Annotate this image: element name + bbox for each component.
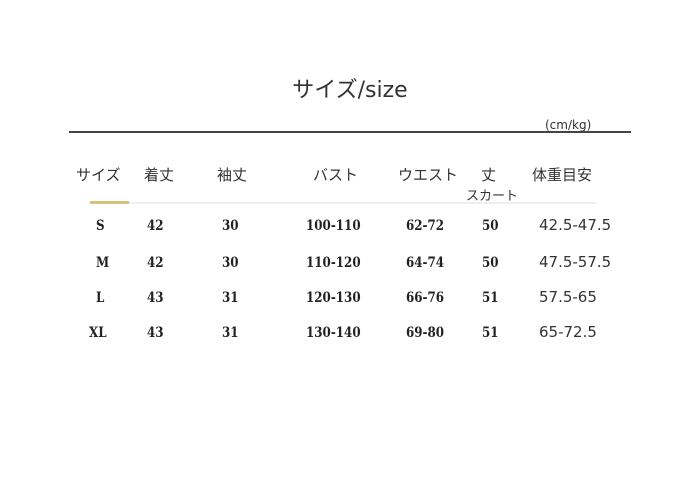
cell-sleeve: 31 xyxy=(222,325,239,341)
cell-bust: 120-130 xyxy=(306,290,361,306)
header-skirt-length: 丈 xyxy=(481,166,497,184)
header-skirt-sub: スカート xyxy=(466,189,519,204)
cell-size: XL xyxy=(89,325,107,341)
cell-skirt: 51 xyxy=(482,325,499,341)
cell-bust: 100-110 xyxy=(306,218,361,234)
cell-skirt: 50 xyxy=(482,255,499,271)
header-size: サイズ xyxy=(76,166,121,184)
cell-sleeve: 30 xyxy=(222,218,239,234)
cell-bust: 110-120 xyxy=(306,255,361,271)
cell-bust: 130-140 xyxy=(306,325,361,341)
cell-weight: 42.5-47.5 xyxy=(539,216,612,234)
header-length: 着丈 xyxy=(144,166,175,184)
cell-length: 43 xyxy=(147,325,164,341)
cell-weight: 57.5-65 xyxy=(539,288,597,306)
header-accent xyxy=(90,201,129,204)
cell-waist: 64-74 xyxy=(406,255,445,271)
header-sleeve: 袖丈 xyxy=(217,166,248,184)
cell-weight: 47.5-57.5 xyxy=(539,253,612,271)
cell-skirt: 51 xyxy=(482,290,499,306)
cell-sleeve: 30 xyxy=(222,255,239,271)
cell-waist: 62-72 xyxy=(406,218,445,234)
cell-size: L xyxy=(96,290,105,306)
chart-title: サイズ/size xyxy=(292,78,408,103)
header-bust: バスト xyxy=(313,166,359,184)
cell-length: 42 xyxy=(147,218,164,234)
cell-waist: 66-76 xyxy=(406,290,445,306)
header-underline xyxy=(90,202,596,204)
cell-waist: 69-80 xyxy=(406,325,445,341)
header-waist: ウエスト xyxy=(398,166,459,184)
cell-weight: 65-72.5 xyxy=(539,323,597,341)
divider xyxy=(69,131,631,133)
unit-label: (cm/kg) xyxy=(545,118,592,132)
cell-sleeve: 31 xyxy=(222,290,239,306)
cell-length: 43 xyxy=(147,290,164,306)
cell-skirt: 50 xyxy=(482,218,499,234)
header-weight: 体重目安 xyxy=(532,166,593,184)
cell-length: 42 xyxy=(147,255,164,271)
cell-size: S xyxy=(96,218,105,234)
cell-size: M xyxy=(96,255,110,271)
